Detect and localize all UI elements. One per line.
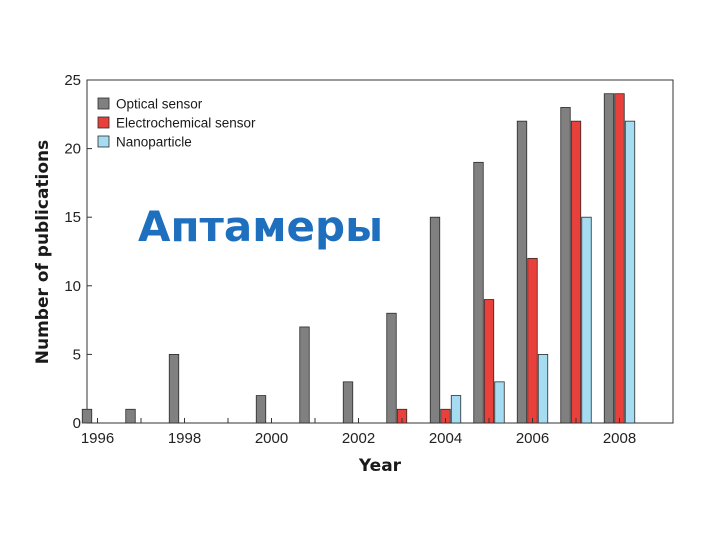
- bar-electrochemical-sensor-2008: [614, 93, 625, 424]
- y-tick-label: 0: [73, 415, 81, 432]
- y-tick-label: 25: [64, 72, 81, 89]
- legend-swatch: [97, 97, 110, 110]
- y-axis-label: Number of publications: [33, 140, 53, 365]
- bar-optical-sensor-2005: [473, 161, 484, 424]
- bar-optical-sensor-2007: [560, 107, 571, 424]
- bar-optical-sensor-2002: [342, 381, 354, 424]
- legend-label: Nanoparticle: [116, 135, 192, 150]
- legend: Optical sensor Electrochemical sensor Nano…: [97, 97, 256, 150]
- bar-optical-sensor-2006: [516, 120, 528, 424]
- x-tick-label: 1996: [81, 430, 114, 447]
- bar-nanoparticle-2007: [581, 216, 592, 424]
- bar-optical-sensor-2004: [429, 216, 441, 424]
- x-tick-label: 2008: [603, 430, 636, 447]
- x-tick-label: 2006: [516, 430, 549, 447]
- bar-optical-sensor-1997: [125, 408, 136, 424]
- y-tick-label: 5: [73, 346, 81, 363]
- legend-swatch: [97, 135, 110, 148]
- bar-nanoparticle-2004: [450, 395, 462, 424]
- x-tick-label: 1998: [168, 430, 201, 447]
- bar-optical-sensor-2000: [255, 395, 267, 424]
- bar-nanoparticle-2006: [537, 353, 549, 424]
- x-axis-ticks: 1996 1998 2000 2002 2004 2006 2008: [81, 418, 636, 447]
- legend-label: Optical sensor: [116, 97, 203, 112]
- bar-optical-sensor-2003: [386, 312, 397, 424]
- bar-optical-sensor-2001: [299, 326, 310, 424]
- x-tick-label: 2002: [342, 430, 375, 447]
- chart-title: Аптамеры: [138, 202, 383, 251]
- bar-electrochemical-sensor-2006: [527, 257, 538, 424]
- x-tick-label: 2000: [255, 430, 288, 447]
- x-tick-label: 2004: [429, 430, 462, 447]
- legend-swatch: [97, 116, 110, 129]
- y-tick-label: 10: [64, 278, 81, 295]
- bar-optical-sensor-2008: [603, 93, 615, 424]
- bar-electrochemical-sensor-2007: [570, 120, 582, 424]
- bar-optical-sensor-1996: [81, 408, 93, 424]
- bar-optical-sensor-1998: [168, 353, 180, 424]
- legend-label: Electrochemical sensor: [116, 116, 256, 131]
- y-axis-ticks: 0 5 10 15 20 25: [64, 72, 92, 432]
- x-axis-label: Year: [358, 456, 402, 476]
- bar-electrochemical-sensor-2005: [483, 299, 495, 424]
- y-tick-label: 15: [64, 209, 81, 226]
- y-tick-label: 20: [64, 141, 81, 158]
- bar-nanoparticle-2008: [624, 120, 636, 424]
- plot-frame: [86, 79, 674, 424]
- bar-nanoparticle-2005: [494, 381, 505, 424]
